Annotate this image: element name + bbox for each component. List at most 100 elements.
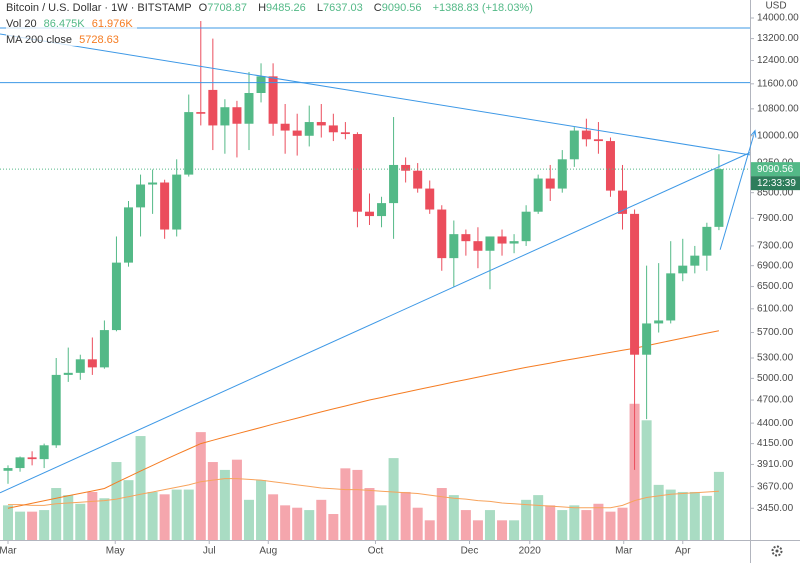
y-tick-label: 11600.00 <box>757 78 798 89</box>
candle-body <box>605 141 615 191</box>
candle <box>160 179 170 239</box>
volume-bar <box>99 498 110 540</box>
y-tick-label: 4400.00 <box>757 418 794 429</box>
arrow-line <box>719 130 756 250</box>
candle-body <box>401 164 411 171</box>
candle-body <box>148 182 158 185</box>
ohlc-high: H9485.26 <box>258 2 310 14</box>
volume-bar <box>135 436 146 540</box>
volume-bar <box>436 488 447 540</box>
volume-bar <box>484 510 495 540</box>
y-tick-label: 10000.00 <box>757 130 799 141</box>
volume-bar <box>328 514 339 540</box>
volume-bar <box>472 520 483 540</box>
volume-bar <box>364 488 375 540</box>
volume-bar <box>243 499 254 540</box>
y-tick-label: 5300.00 <box>757 353 794 364</box>
candle <box>123 200 133 267</box>
x-tick-label: 2020 <box>519 546 542 557</box>
volume-bar <box>75 503 86 540</box>
candle-body <box>557 159 567 189</box>
candle <box>666 241 676 324</box>
volume-bar <box>629 403 640 540</box>
volume-bar <box>268 494 279 540</box>
y-tick-label: 10800.00 <box>757 103 799 114</box>
volume-bar <box>171 489 182 540</box>
candle <box>533 174 543 214</box>
candle-body <box>654 320 664 324</box>
volume-bar <box>677 491 688 540</box>
ma-legend: MA 200 close 5728.63 <box>6 34 123 46</box>
volume-last: 86.475K <box>43 18 85 30</box>
ohlc-open: O7708.87 <box>199 2 251 14</box>
volume-bar <box>665 489 676 540</box>
candle <box>184 94 194 177</box>
candle-body <box>521 211 531 242</box>
y-tick-label: 7900.00 <box>757 213 794 224</box>
candle <box>280 104 290 154</box>
candle <box>605 137 615 197</box>
candle <box>292 113 302 156</box>
volume-bar <box>388 458 399 540</box>
y-tick-label: 6900.00 <box>757 260 794 271</box>
candle-body <box>111 262 121 331</box>
trend-line <box>0 33 751 156</box>
volume-legend: Vol 20 86.475K 61.976K <box>6 18 137 30</box>
candle <box>75 354 85 380</box>
prefix: C <box>373 2 382 14</box>
gear[interactable] <box>771 545 783 557</box>
candle-body <box>51 374 61 446</box>
gear-center[interactable] <box>775 549 779 553</box>
candle-body <box>340 132 350 135</box>
symbol-title: Bitcoin / U.S. Dollar · 1W · BITSTAMP <box>6 2 192 14</box>
candle-body <box>630 213 640 355</box>
candle-body <box>123 207 133 263</box>
candle-body <box>642 323 652 355</box>
candle <box>437 205 447 271</box>
volume-bar <box>195 432 206 540</box>
candle <box>352 132 362 228</box>
candle-body <box>545 178 555 189</box>
candle-body <box>328 125 338 133</box>
settings-icon[interactable] <box>771 545 783 557</box>
candle <box>268 63 278 136</box>
candle-body <box>509 241 519 244</box>
value: 7637.03 <box>322 2 363 14</box>
y-tick-label: 8500.00 <box>757 187 794 198</box>
volume-bar <box>581 510 592 540</box>
y-tick-label: 14000.00 <box>757 13 799 24</box>
candle <box>702 222 712 271</box>
candle-body <box>39 445 49 460</box>
candle-body <box>87 359 97 368</box>
candle-body <box>364 211 374 217</box>
volume-bar <box>713 471 724 540</box>
candle <box>690 245 700 274</box>
candle <box>220 99 230 154</box>
volume-bar <box>509 520 520 540</box>
candle <box>27 451 37 466</box>
plot-area <box>0 21 757 540</box>
candle-body <box>666 273 676 321</box>
candle-body <box>27 457 37 460</box>
ma-last: 5728.63 <box>79 34 119 46</box>
countdown-label: 12:33:39 <box>757 178 796 189</box>
candle <box>401 157 411 183</box>
candle <box>244 71 254 151</box>
candle <box>87 337 97 375</box>
volume-bar <box>545 505 556 540</box>
x-tick-label: Aug <box>259 546 277 557</box>
candle-body <box>184 112 194 175</box>
candle <box>304 105 314 147</box>
y-tick-label: 3910.00 <box>757 459 794 470</box>
volume-bar <box>219 469 230 540</box>
volume-bar <box>340 468 351 540</box>
volume-bar <box>123 480 134 540</box>
volume-bar <box>256 480 267 540</box>
volume-bar <box>316 499 327 540</box>
ma200-line <box>7 330 719 509</box>
candle-body <box>3 468 13 471</box>
candle <box>208 38 218 151</box>
candle-body <box>690 255 700 266</box>
candle-body <box>172 174 182 230</box>
candle-body <box>389 164 399 204</box>
